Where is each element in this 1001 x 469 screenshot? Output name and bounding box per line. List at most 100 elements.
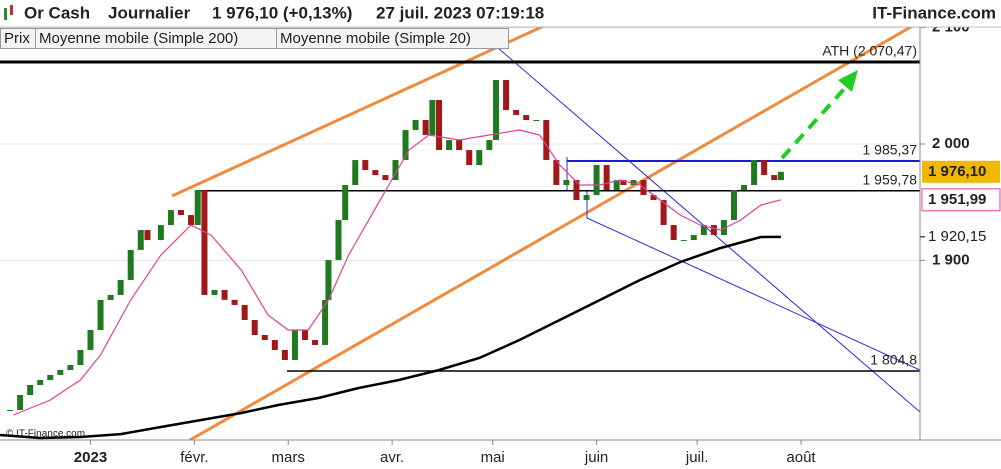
candle	[291, 329, 298, 360]
candle	[563, 180, 570, 186]
level-label: 1 804,8	[870, 352, 917, 368]
candle	[392, 160, 399, 181]
price-tag-label: 1 976,10	[928, 163, 986, 180]
candle	[281, 349, 288, 360]
candle	[751, 160, 758, 186]
candle	[352, 160, 359, 186]
candle	[312, 339, 319, 345]
candle	[194, 190, 201, 226]
candle	[57, 369, 64, 375]
candle	[107, 294, 114, 300]
trend-line	[496, 46, 920, 413]
candle	[157, 225, 164, 241]
candle	[144, 230, 151, 241]
candle	[660, 200, 667, 226]
candle	[27, 384, 34, 395]
x-tick-label: 2023	[74, 449, 107, 466]
candle	[761, 160, 768, 176]
candle	[87, 329, 94, 350]
candle	[553, 160, 560, 186]
header-source: IT-Finance.com	[872, 3, 996, 22]
candle	[422, 120, 429, 136]
legend-entry: Moyenne mobile (Simple 20)	[280, 30, 471, 47]
candle	[456, 140, 463, 151]
candle	[523, 115, 530, 121]
candle	[201, 190, 208, 295]
trend-line	[586, 217, 920, 371]
candle	[593, 165, 600, 196]
candle	[741, 185, 748, 191]
x-tick-label: avr.	[380, 449, 404, 466]
level-label: 1 985,37	[863, 142, 918, 158]
x-tick-label: mai	[481, 449, 505, 466]
price-tag-box	[921, 188, 1001, 212]
candle	[335, 220, 342, 261]
candle	[670, 225, 677, 241]
x-tick-label: févr.	[180, 449, 208, 466]
target-arrowhead	[838, 70, 858, 92]
price-tag-box	[922, 160, 1000, 183]
candle	[486, 140, 493, 151]
candle	[231, 299, 238, 305]
price-tag-label: 1 920,15	[928, 228, 986, 245]
candle	[436, 100, 443, 151]
candle	[620, 180, 627, 186]
candle	[466, 150, 473, 166]
header-timestamp: 27 juil. 2023 07:19:18	[376, 3, 544, 22]
y-tick-label: 2 000	[932, 135, 970, 152]
x-tick-label: août	[786, 449, 816, 466]
candle	[513, 110, 520, 116]
levels: ATH (2 070,47) 1 985,37 1 959,78 1 804,8	[0, 43, 920, 372]
legend-entry: Moyenne mobile (Simple 200)	[39, 30, 238, 47]
header-title: Or Cash	[24, 3, 90, 22]
candle	[583, 195, 590, 201]
candle	[720, 220, 727, 236]
price-tag-label: 1 951,99	[928, 191, 986, 208]
candle	[241, 304, 248, 320]
candle	[710, 225, 717, 236]
candle	[543, 120, 550, 161]
candle	[37, 379, 44, 385]
candle	[271, 339, 278, 350]
header-quote: 1 976,10 (+0,13%)	[212, 3, 352, 22]
candle	[573, 180, 580, 201]
x-tick-label: mars	[272, 449, 305, 466]
header-bar	[0, 0, 1001, 27]
icon	[10, 5, 13, 15]
trend-channel-lower	[189, 27, 914, 440]
candle	[700, 225, 707, 236]
candle	[690, 235, 697, 241]
y-tick-label: 1 900	[932, 251, 970, 268]
candle	[503, 80, 510, 111]
legend-entry: Prix	[4, 30, 30, 47]
candle	[211, 289, 218, 295]
level-label: 1 959,78	[863, 171, 918, 187]
moving-average-line	[0, 235, 781, 440]
candle	[680, 240, 687, 242]
candle	[533, 120, 540, 122]
candle	[67, 364, 74, 370]
candle	[47, 374, 54, 380]
x-tick-label: juin	[584, 449, 608, 466]
x-tick-label: juil.	[685, 449, 709, 466]
legend-box	[276, 28, 509, 49]
candle	[362, 160, 369, 171]
candle	[630, 180, 637, 186]
candle	[177, 210, 184, 216]
candle	[97, 299, 104, 330]
header-period: Journalier	[108, 3, 191, 22]
candle	[493, 80, 500, 141]
candle	[167, 210, 174, 226]
candle	[777, 171, 784, 181]
moving-average-line	[13, 129, 782, 416]
candle	[412, 120, 419, 131]
candle	[322, 299, 329, 345]
candle	[117, 279, 124, 295]
candle	[382, 175, 389, 181]
candle	[771, 175, 778, 181]
candle	[127, 249, 134, 280]
candle	[325, 260, 332, 300]
